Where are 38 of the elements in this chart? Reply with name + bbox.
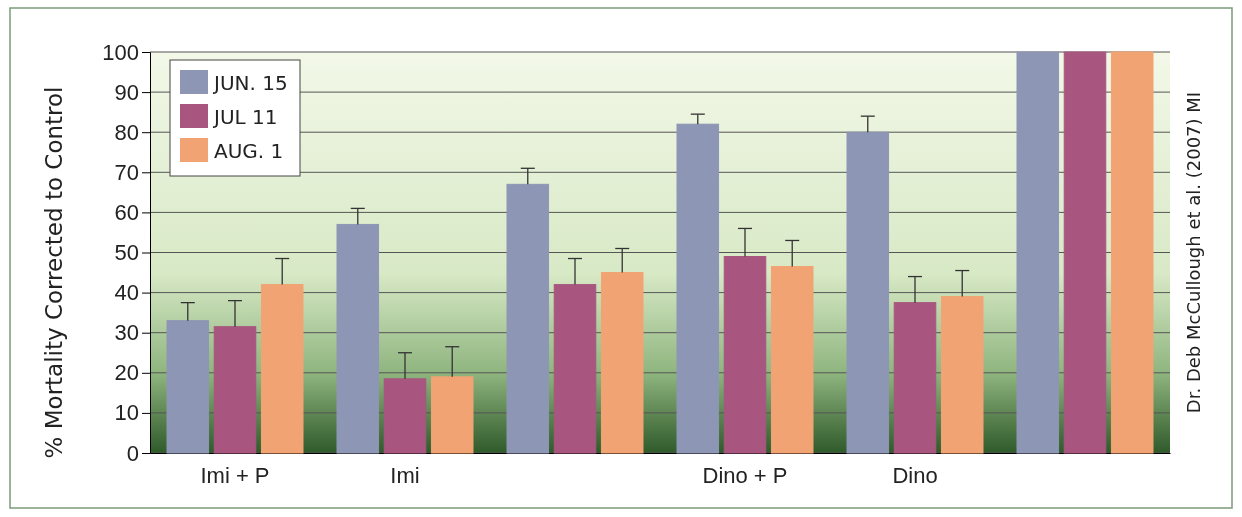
y-tick-label: 10: [114, 400, 139, 426]
bar: [260, 284, 304, 454]
bar: [383, 378, 427, 454]
y-tick-label: 80: [114, 119, 139, 145]
y-tick-label: 20: [114, 360, 139, 386]
y-tick-label: 0: [126, 440, 139, 466]
bar: [770, 266, 814, 454]
bar: [723, 256, 767, 454]
bar: [1016, 51, 1060, 454]
bar: [430, 376, 474, 454]
bar: [506, 183, 550, 454]
bar: [166, 320, 210, 454]
y-tick-label: 70: [114, 159, 139, 185]
bar: [893, 302, 937, 454]
bar: [940, 296, 984, 454]
legend-label: AUG. 1: [214, 139, 284, 163]
y-axis-title: % Mortality Corrected to Control: [41, 86, 67, 459]
bar: [553, 284, 597, 454]
x-tick-label: Dino: [892, 462, 938, 488]
bar: [676, 123, 720, 454]
y-tick-label: 50: [114, 240, 139, 266]
y-tick-label: 60: [114, 199, 139, 225]
legend-label: JUN. 15: [212, 71, 288, 95]
x-tick-label: Dino + P: [702, 462, 788, 488]
y-tick-label: 30: [114, 320, 139, 346]
bar: [1063, 51, 1107, 454]
bar: [213, 326, 257, 454]
bar: [1110, 51, 1154, 454]
x-tick-label: Imi + P: [200, 462, 270, 488]
y-tick-label: 40: [114, 280, 139, 306]
bar: [846, 131, 890, 454]
text: Dr. Deb McCullough et al. (2007) MI: [1183, 91, 1204, 414]
x-tick-label: Imi: [390, 462, 420, 488]
y-tick-label: 90: [114, 79, 139, 105]
legend-label: JUL 11: [212, 105, 278, 129]
bar: [336, 223, 380, 454]
y-tick-label: 100: [102, 39, 139, 65]
bar: [600, 272, 644, 454]
